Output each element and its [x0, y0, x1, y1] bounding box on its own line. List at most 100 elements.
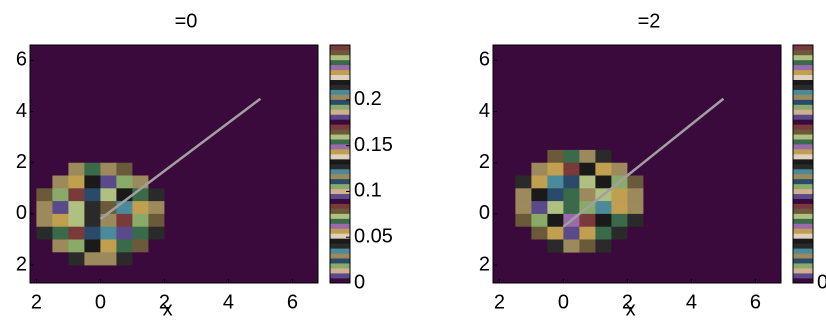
heatmap-cell — [116, 201, 133, 215]
heatmap-cell — [563, 201, 580, 215]
heatmap-cell — [148, 213, 165, 227]
heatmap-cell — [68, 239, 85, 253]
heatmap-cell — [84, 252, 101, 266]
colorbar-stripe — [330, 64, 350, 71]
heatmap-cell — [595, 239, 612, 253]
heatmap-cell — [627, 239, 644, 253]
colorbar-stripe — [330, 139, 350, 145]
heatmap-cell — [132, 162, 149, 176]
heatmap-cell — [563, 175, 580, 189]
colorbar-stripe — [793, 263, 813, 269]
heatmap-cell — [100, 239, 117, 253]
colorbar-stripe — [330, 168, 350, 175]
heatmap-cell — [52, 226, 69, 240]
colorbar-stripe — [793, 198, 813, 204]
heatmap-cell — [611, 188, 628, 202]
x-tick-label: 4 — [686, 291, 697, 313]
x-tick-label: 2 — [31, 291, 42, 313]
heatmap-cell — [84, 162, 101, 176]
heatmap-cell — [148, 252, 165, 266]
heatmap-cell — [148, 188, 165, 202]
colorbar-stripe — [793, 109, 813, 115]
heatmap-cell — [132, 175, 149, 189]
colorbar-stripe — [793, 228, 813, 234]
colorbar-stripe — [793, 124, 813, 130]
heatmap-cell — [579, 213, 596, 227]
heatmap-cell — [611, 201, 628, 215]
heatmap-cell — [100, 226, 117, 240]
colorbar-stripe — [793, 139, 813, 145]
heatmap-cell — [643, 239, 660, 253]
colorbar-stripe — [330, 238, 350, 244]
chart-title: =0 — [175, 10, 198, 32]
colorbar-stripe — [330, 218, 350, 224]
y-tick-label: 2 — [479, 151, 490, 173]
colorbar-stripe — [330, 84, 350, 90]
x-tick-label: 2 — [159, 291, 170, 313]
colorbar-stripe — [793, 238, 813, 244]
heatmap-cell — [68, 226, 85, 240]
heatmap-cell — [627, 226, 644, 240]
colorbar-stripe — [330, 144, 350, 150]
heatmap-cell — [531, 226, 548, 240]
heatmap-cell — [36, 226, 53, 240]
heatmap-cell — [164, 201, 181, 215]
colorbar-tick-label: 0 — [354, 271, 365, 293]
heatmap-cell — [116, 175, 133, 189]
colorbar-tick-label: 0.15 — [354, 134, 393, 156]
colorbar-stripe — [330, 124, 350, 130]
heatmap-cell — [84, 239, 101, 253]
colorbar-stripe — [793, 173, 813, 180]
colorbar-stripe — [330, 79, 350, 85]
x-tick-label: 2 — [622, 291, 633, 313]
heatmap-cell — [595, 175, 612, 189]
heatmap-cell — [515, 213, 532, 227]
colorbar-stripe — [330, 228, 350, 234]
x-tick-label: 4 — [223, 291, 234, 313]
heatmap-cell — [563, 188, 580, 202]
heatmap-cell — [515, 239, 532, 253]
heatmap-cell — [627, 213, 644, 227]
heatmap-cell — [579, 175, 596, 189]
heatmap-cell — [36, 162, 53, 176]
heatmap-cell — [84, 201, 101, 215]
colorbar-stripe — [793, 144, 813, 150]
colorbar-stripe — [330, 49, 350, 56]
trajectory-line — [562, 97, 725, 228]
heatmap-cell — [164, 188, 181, 202]
colorbar-stripe — [793, 164, 813, 170]
heatmap-cell — [531, 149, 548, 164]
colorbar-stripe — [330, 223, 350, 229]
heatmap-cell — [100, 188, 117, 202]
y-tick-label: 2 — [16, 151, 27, 173]
colorbar-stripe — [793, 168, 813, 175]
heatmap-cell — [164, 252, 181, 266]
trajectory-line — [99, 97, 262, 221]
colorbar-stripe — [793, 104, 813, 110]
colorbar-stripe — [793, 183, 813, 190]
y-tick-label: 0 — [16, 202, 27, 224]
colorbar-tick-label: 0 — [817, 271, 826, 293]
colorbar-stripe — [793, 223, 813, 229]
heatmap-cell — [68, 188, 85, 202]
heatmap-cell — [627, 149, 644, 164]
heatmap-cell — [547, 239, 564, 253]
heatmap-cell — [36, 213, 53, 227]
plot-frame — [492, 44, 782, 284]
heatmap-cell — [116, 239, 133, 253]
heatmap-cell — [547, 213, 564, 227]
colorbar-stripe — [793, 94, 813, 100]
heatmap-cell — [52, 239, 69, 253]
heatmap-cell — [68, 252, 85, 266]
y-tick-label: 6 — [479, 49, 490, 71]
heatmap-cell — [515, 162, 532, 176]
heatmap-cell — [547, 188, 564, 202]
colorbar-stripe — [330, 149, 350, 155]
heatmap-cell — [595, 201, 612, 215]
colorbar-stripe — [330, 69, 350, 76]
heatmap-cell — [531, 188, 548, 202]
colorbar-stripe — [330, 198, 350, 204]
colorbar-stripe — [793, 253, 813, 259]
heatmap-cell — [627, 175, 644, 189]
heatmap-cell — [116, 226, 133, 240]
